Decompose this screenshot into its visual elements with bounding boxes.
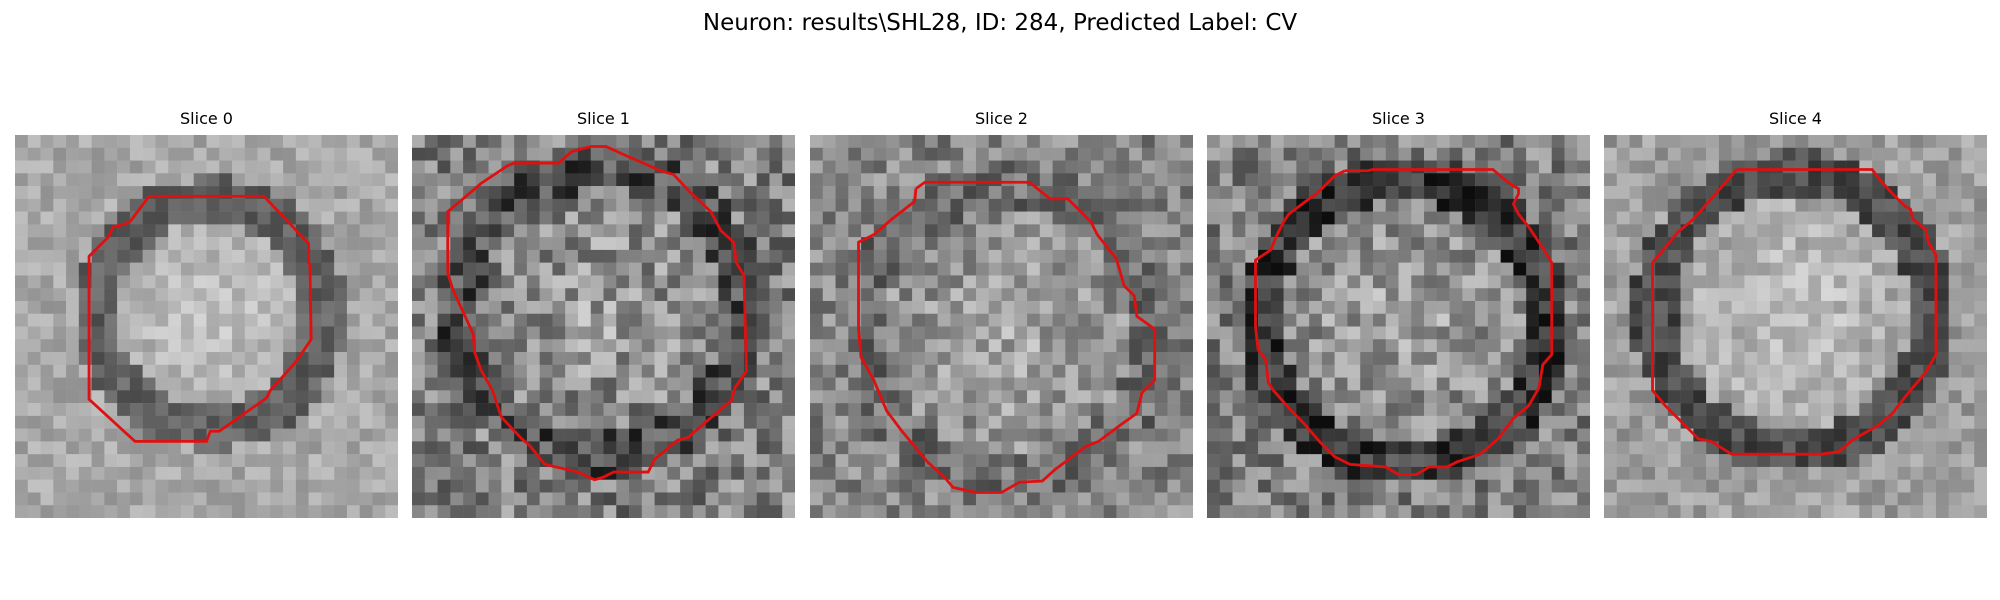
segmentation-contour [1254, 168, 1554, 476]
micrograph-pixels [1604, 135, 1987, 518]
slice-image [810, 135, 1193, 518]
slice-panel-0: Slice 0 [15, 107, 398, 518]
slice-image [1207, 135, 1590, 518]
slice-panel-1: Slice 1 [412, 107, 795, 518]
micrograph-pixels [1207, 135, 1590, 518]
segmentation-contour [446, 145, 748, 482]
slice-image [412, 135, 795, 518]
micrograph-pixels [412, 135, 795, 518]
slice-panel-3: Slice 3 [1207, 107, 1590, 518]
figure-title: Neuron: results\SHL28, ID: 284, Predicte… [702, 10, 1298, 36]
slice-title: Slice 0 [180, 109, 233, 128]
slice-panel-4: Slice 4 [1604, 107, 1987, 518]
micrograph-pixels [15, 135, 398, 518]
segmentation-contour [1651, 168, 1938, 456]
slice-title: Slice 4 [1769, 109, 1822, 128]
slice-image [15, 135, 398, 518]
slice-title: Slice 1 [577, 109, 630, 128]
micrograph-pixels [810, 135, 1193, 518]
segmentation-contour [87, 194, 313, 443]
segmentation-contour [857, 180, 1157, 494]
slice-title: Slice 3 [1372, 109, 1425, 128]
slice-panel-2: Slice 2 [810, 107, 1193, 518]
slice-image [1604, 135, 1987, 518]
slice-title: Slice 2 [975, 109, 1028, 128]
